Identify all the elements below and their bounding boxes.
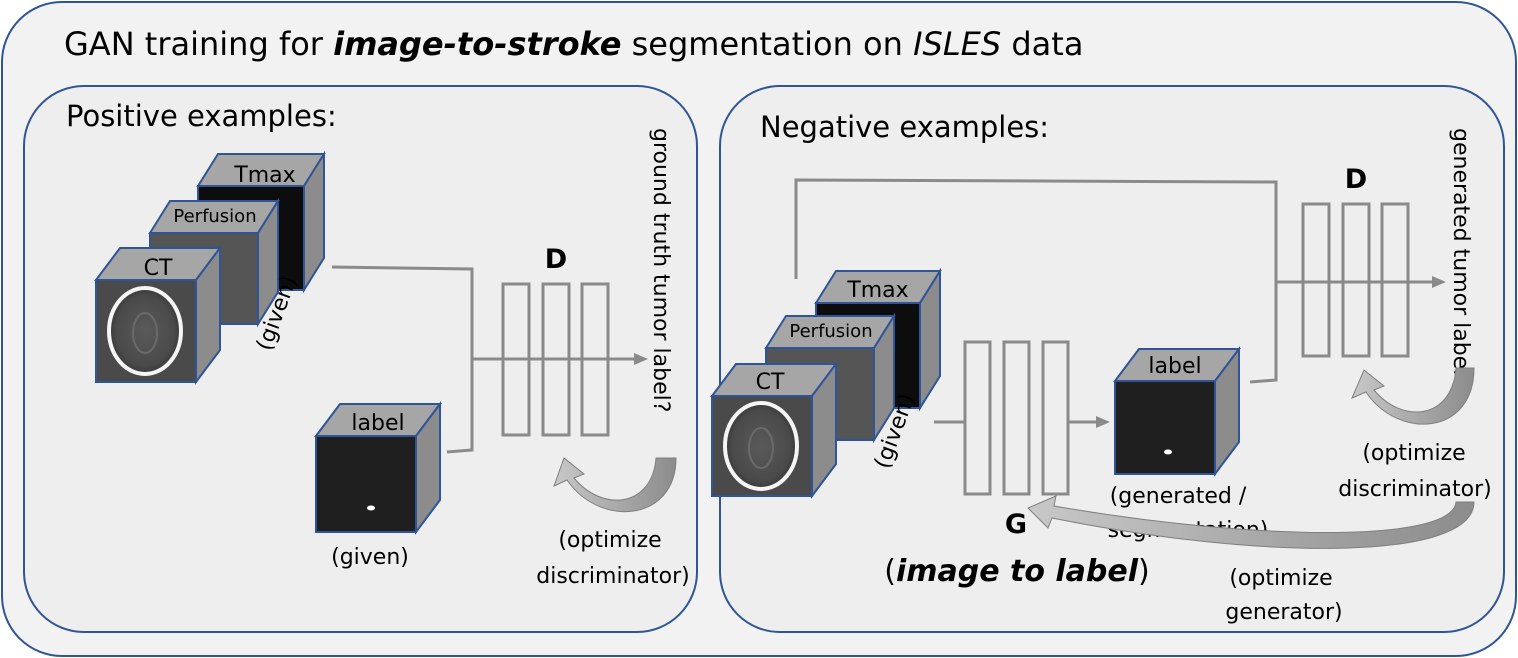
negative-label-cube: label <box>1113 346 1241 477</box>
negative-output-question: generated tumor label? <box>1448 128 1473 387</box>
positive-label-given: (given) <box>331 545 409 570</box>
svg-text:Tmax: Tmax <box>233 163 295 188</box>
svg-text:CT: CT <box>756 370 785 395</box>
positive-ct-cube: CT <box>94 245 222 385</box>
svg-text:label: label <box>351 411 404 436</box>
negative-ct-cube: CT <box>710 361 838 499</box>
positive-optimize-arrow <box>553 457 677 513</box>
svg-text:Perfusion: Perfusion <box>789 321 872 342</box>
negative-discriminator <box>1301 202 1410 358</box>
diagram-title: GAN training for image-to-stroke segment… <box>64 25 1083 63</box>
positive-heading: Positive examples: <box>66 99 337 133</box>
generator <box>963 340 1070 496</box>
generator-caption: (image to label) <box>884 554 1150 589</box>
negative-optimize-d-arrow <box>1351 367 1475 425</box>
positive-label-cube: label <box>314 401 442 535</box>
negative-optimize-g-line2: generator) <box>1225 600 1342 625</box>
svg-text:CT: CT <box>144 256 173 281</box>
generator-label: G <box>1005 509 1027 540</box>
positive-discriminator <box>501 282 610 437</box>
positive-arrowhead <box>634 353 648 365</box>
svg-text:label: label <box>1148 354 1201 379</box>
negative-optimize-g-line1: (optimize <box>1229 566 1332 591</box>
positive-discriminator-label: D <box>545 244 567 275</box>
positive-output-question: ground truth tumor label? <box>648 128 673 412</box>
negative-optimize-g-arrow <box>1027 495 1475 549</box>
negative-optimize-d-line1: (optimize <box>1362 441 1465 466</box>
negative-disc-arrowhead <box>1432 276 1446 288</box>
positive-optimize-line1: (optimize <box>558 528 661 553</box>
svg-text:Tmax: Tmax <box>846 278 908 303</box>
negative-discriminator-label: D <box>1345 164 1367 195</box>
negative-gen-arrowhead <box>1096 416 1110 428</box>
svg-text:Perfusion: Perfusion <box>173 206 256 227</box>
negative-generated-line1: (generated / <box>1110 484 1247 509</box>
negative-panel <box>719 85 1505 633</box>
positive-optimize-line2: discriminator) <box>536 564 689 589</box>
negative-heading: Negative examples: <box>760 110 1049 144</box>
negative-optimize-d-line2: discriminator) <box>1338 477 1491 502</box>
